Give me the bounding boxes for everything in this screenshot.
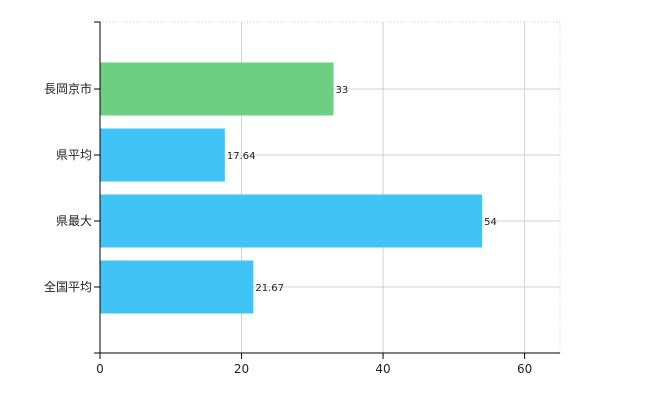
category-label-4: 全国平均 <box>44 279 92 294</box>
bar-4 <box>100 260 254 314</box>
x-tick-label-40: 40 <box>375 362 390 376</box>
category-label-1: 長岡京市 <box>44 81 92 96</box>
data-label-1: 33 <box>336 85 349 96</box>
bars <box>100 62 483 314</box>
labels: 33 長岡京市 17.64 県平均 54 県最大 21.67 全国平均 0 20 40 60 <box>44 81 532 376</box>
data-label-4: 21.67 <box>255 283 284 294</box>
data-label-2: 17.64 <box>227 151 256 162</box>
x-tick-label-60: 60 <box>517 362 532 376</box>
bar-3 <box>100 194 483 248</box>
bar-2 <box>100 128 225 182</box>
category-label-2: 県平均 <box>56 148 92 162</box>
x-tick-label-0: 0 <box>96 362 104 376</box>
data-label-3: 54 <box>484 217 497 228</box>
category-label-3: 県最大 <box>56 214 92 228</box>
x-tick-label-20: 20 <box>234 362 249 376</box>
axes <box>94 21 560 359</box>
bar-1 <box>100 62 334 116</box>
